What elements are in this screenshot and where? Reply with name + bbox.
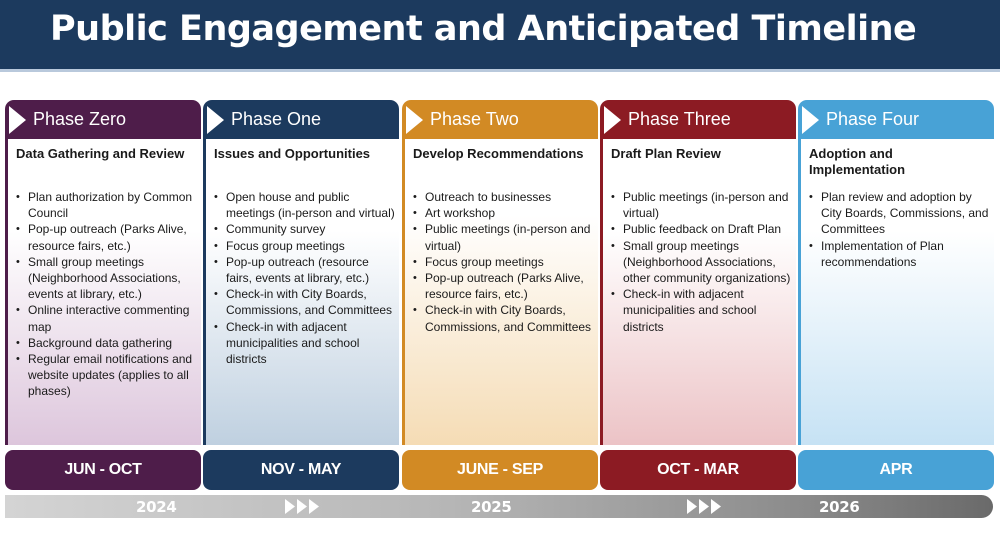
arrow-icon xyxy=(802,106,819,134)
list-item: Focus group meetings xyxy=(214,238,398,254)
chevrons-icon xyxy=(285,499,319,514)
phase-heading: Draft Plan Review xyxy=(611,146,721,161)
phase-name: Phase Two xyxy=(430,109,519,129)
phase-dates: APR xyxy=(798,450,994,490)
phase-header: Phase Zero xyxy=(5,100,201,139)
title-bar: Public Engagement and Anticipated Timeli… xyxy=(0,0,1000,72)
phase-name: Phase Three xyxy=(628,109,731,129)
list-item: Check-in with City Boards, Commissions, … xyxy=(413,302,597,334)
page-title: Public Engagement and Anticipated Timeli… xyxy=(50,9,917,49)
phase-heading: Issues and Opportunities xyxy=(214,146,371,161)
phase-activity-list: Plan authorization by Common CouncilPop-… xyxy=(16,189,200,400)
list-item: Small group meetings (Neighborhood Assoc… xyxy=(16,254,200,303)
list-item: Public feedback on Draft Plan xyxy=(611,221,795,237)
phase-heading: Data Gathering and Review xyxy=(16,146,185,161)
phase-activity-list: Plan review and adoption by City Boards,… xyxy=(809,189,993,270)
phase-column-two: Phase Two Develop Recommendations Outreach… xyxy=(402,100,598,490)
phase-name: Phase One xyxy=(231,109,322,129)
phase-column-four: Phase Four Adoption and Implementation Pla… xyxy=(798,100,994,490)
phase-body: Draft Plan Review Public meetings (in-per… xyxy=(600,139,796,445)
list-item: Check-in with adjacent municipalities an… xyxy=(611,286,795,335)
arrow-icon xyxy=(406,106,423,134)
phase-body: Adoption and Implementation Plan review a… xyxy=(798,139,994,445)
list-item: Community survey xyxy=(214,221,398,237)
phase-heading: Adoption and Implementation xyxy=(809,146,906,177)
phase-column-zero: Phase Zero Data Gathering and Review Plan … xyxy=(5,100,201,490)
phase-name: Phase Four xyxy=(826,109,920,129)
phase-header: Phase One xyxy=(203,100,399,139)
list-item: Plan review and adoption by City Boards,… xyxy=(809,189,993,238)
phase-dates: JUNE - SEP xyxy=(402,450,598,490)
phase-header: Phase Three xyxy=(600,100,796,139)
phase-name: Phase Zero xyxy=(33,109,127,129)
list-item: Small group meetings (Neighborhood Assoc… xyxy=(611,238,795,287)
phase-heading: Develop Recommendations xyxy=(413,146,584,161)
list-item: Pop-up outreach (resource fairs, events … xyxy=(214,254,398,286)
year-2024-label: 2024 xyxy=(136,498,177,516)
phase-column-one: Phase One Issues and Opportunities Open ho… xyxy=(203,100,399,490)
phase-activity-list: Open house and public meetings (in-perso… xyxy=(214,189,398,367)
phase-dates: NOV - MAY xyxy=(203,450,399,490)
list-item: Art workshop xyxy=(413,205,597,221)
list-item: Public meetings (in-person and virtual) xyxy=(413,221,597,253)
list-item: Open house and public meetings (in-perso… xyxy=(214,189,398,221)
chevrons-icon xyxy=(687,499,721,514)
phase-header: Phase Four xyxy=(798,100,994,139)
year-2026-label: 2026 xyxy=(819,498,860,516)
phase-activity-list: Outreach to businessesArt workshopPublic… xyxy=(413,189,597,335)
phase-column-three: Phase Three Draft Plan Review Public meeti… xyxy=(600,100,796,490)
arrow-icon xyxy=(207,106,224,134)
list-item: Check-in with City Boards, Commissions, … xyxy=(214,286,398,318)
phase-body: Develop Recommendations Outreach to busin… xyxy=(402,139,598,445)
list-item: Background data gathering xyxy=(16,335,200,351)
list-item: Outreach to businesses xyxy=(413,189,597,205)
list-item: Public meetings (in-person and virtual) xyxy=(611,189,795,221)
arrow-icon xyxy=(604,106,621,134)
list-item: Regular email notifications and website … xyxy=(16,351,200,400)
phase-dates: JUN - OCT xyxy=(5,450,201,490)
timeline-bar: 2024 2025 2026 xyxy=(5,495,993,518)
list-item: Implementation of Plan recommendations xyxy=(809,238,993,270)
list-item: Pop-up outreach (Parks Alive, resource f… xyxy=(413,270,597,302)
phase-header: Phase Two xyxy=(402,100,598,139)
list-item: Check-in with adjacent municipalities an… xyxy=(214,319,398,368)
year-2025-label: 2025 xyxy=(471,498,512,516)
list-item: Online interactive commenting map xyxy=(16,302,200,334)
arrow-icon xyxy=(9,106,26,134)
list-item: Plan authorization by Common Council xyxy=(16,189,200,221)
phase-activity-list: Public meetings (in-person and virtual)P… xyxy=(611,189,795,335)
list-item: Pop-up outreach (Parks Alive, resource f… xyxy=(16,221,200,253)
phase-body: Data Gathering and Review Plan authorizat… xyxy=(5,139,201,445)
list-item: Focus group meetings xyxy=(413,254,597,270)
phase-dates: OCT - MAR xyxy=(600,450,796,490)
phase-body: Issues and Opportunities Open house and p… xyxy=(203,139,399,445)
